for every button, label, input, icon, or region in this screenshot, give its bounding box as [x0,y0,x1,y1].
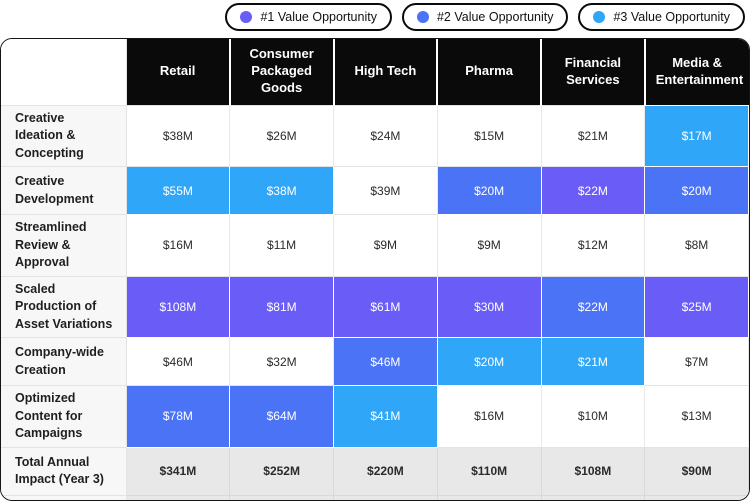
value-cell: $220M [333,446,438,496]
table-row: Company-wide Creation $46M $32M $46M $20M $21… [1,337,749,386]
row-label: Scaled Production of Asset Variations [1,275,127,338]
value-cell: $252M [229,446,334,496]
legend-label-2: #2 Value Opportunity [436,10,554,24]
value-cell: $16M [436,385,542,448]
legend-label-3: #3 Value Opportunity [613,10,730,24]
value-cell: $16M [125,214,231,277]
column-header: High Tech [333,39,439,105]
table-row: Creative Development $55M $38M $39M $20M $22M… [1,166,749,215]
value-cell: $38M [125,104,231,167]
row-label: Streamlined Review & Approval [1,214,127,277]
value-cell-opportunity-1: $30M [436,275,542,338]
legend-pill-1: #1 Value Opportunity [225,3,392,31]
legend-label-1: #1 Value Opportunity [260,10,377,24]
value-cell: $26M [229,104,334,167]
value-cell: $90M [644,446,749,496]
column-header: Consumer Packaged Goods [229,39,335,105]
value-cell: 5.5x [644,494,749,500]
opportunity-1-dot-icon [240,11,253,23]
value-cell: $15M [436,104,542,167]
value-cell: 4.9x [540,494,646,500]
table-row: Creative Ideation & Concepting $38M $26M $2… [1,104,749,167]
value-cell: $24M [333,104,438,167]
value-cell-opportunity-2: $46M [333,337,438,386]
value-cell: $32M [229,337,334,386]
value-cell-opportunity-3: $17M [644,104,749,167]
row-label: Net 3-Year ROI [1,494,127,500]
value-cell: $39M [333,166,438,215]
column-header: Media & Entertainment [644,39,749,105]
legend-pill-2: #2 Value Opportunity [401,3,569,31]
value-cell-opportunity-2: $20M [644,166,749,215]
legend: #1 Value Opportunity #2 Value Opportunit… [225,3,745,31]
value-cell: $341M [125,446,231,496]
value-opportunity-table-card: Retail Consumer Packaged Goods High Tech Ph… [0,38,750,501]
column-header-row: Retail Consumer Packaged Goods High Tech Ph… [1,39,749,106]
value-cell-opportunity-3: $21M [540,337,646,386]
value-cell: $110M [436,446,542,496]
row-label: Total Annual Impact (Year 3) [1,446,127,496]
value-cell: $9M [436,214,542,277]
table-row: Scaled Production of Asset Variations $10… [1,275,749,338]
value-cell-opportunity-1: $25M [644,275,749,338]
value-cell: 10.2x [229,494,334,500]
row-label: Creative Ideation & Concepting [1,104,127,167]
value-cell: 9.2x [125,494,231,500]
value-cell: 7.7x [333,494,438,500]
table-row: Optimized Content for Campaigns $78M $64M $… [1,385,749,448]
value-cell-opportunity-2: $78M [125,385,231,448]
value-cell: $9M [333,214,438,277]
column-header: Retail [126,39,231,105]
table-row: Streamlined Review & Approval $16M $11M $9M… [1,214,749,277]
value-cell: $13M [644,385,749,448]
column-header: Pharma [437,39,542,105]
value-cell-opportunity-3: $38M [229,166,334,215]
value-cell-opportunity-1: $81M [229,275,334,338]
corner-cell [1,39,127,106]
value-cell-opportunity-1: $108M [125,275,231,338]
value-cell: $12M [540,214,646,277]
opportunity-2-dot-icon [416,11,429,23]
value-cell: $46M [125,337,231,386]
value-cell-opportunity-1: $22M [540,166,646,215]
value-cell-opportunity-2: $20M [436,166,542,215]
value-cell-opportunity-2: $22M [540,275,646,338]
value-cell: $10M [540,385,646,448]
opportunity-3-dot-icon [593,11,606,23]
value-cell: $108M [540,446,646,496]
value-cell-opportunity-2: $64M [229,385,334,448]
value-cell: $11M [229,214,334,277]
value-cell-opportunity-3: $55M [125,166,231,215]
row-label: Creative Development [1,166,127,215]
value-cell: $21M [540,104,646,167]
row-label: Optimized Content for Campaigns [1,385,127,448]
value-cell: 5.3x [436,494,542,500]
column-header: Financial Services [541,39,646,105]
value-cell-opportunity-3: $41M [333,385,438,448]
value-cell: $8M [644,214,749,277]
value-cell-opportunity-1: $61M [333,275,438,338]
legend-pill-3: #3 Value Opportunity [578,3,745,31]
value-cell-opportunity-3: $20M [436,337,542,386]
row-label: Company-wide Creation [1,337,127,386]
table-row: Total Annual Impact (Year 3) $341M $252M $2… [1,446,749,496]
value-cell: $7M [644,337,749,386]
value-opportunity-table: Retail Consumer Packaged Goods High Tech Ph… [1,39,749,500]
table-row: Net 3-Year ROI9.2x10.2x7.7x5.3x4.9x5.5x [1,494,749,500]
